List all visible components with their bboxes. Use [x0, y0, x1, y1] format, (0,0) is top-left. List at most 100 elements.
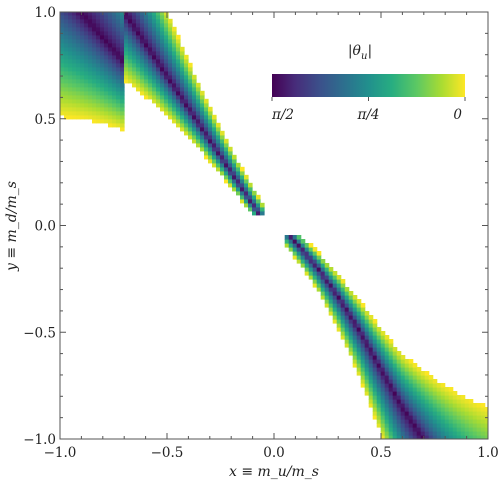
heat-cell: [332, 307, 338, 312]
heat-cell: [320, 267, 326, 272]
heat-cell: [320, 287, 326, 292]
heat-cell: [308, 267, 314, 272]
heat-cell: [96, 34, 101, 40]
heat-cell: [308, 247, 314, 252]
heat-cell: [68, 62, 73, 68]
heat-cell: [236, 170, 241, 176]
heat-cell: [372, 351, 378, 356]
heat-cell: [392, 415, 398, 420]
heat-cell: [328, 311, 334, 316]
heat-cell: [196, 102, 201, 108]
heat-cell: [452, 419, 458, 424]
heat-cell: [380, 375, 386, 380]
heat-cell: [452, 431, 458, 436]
heat-cell: [148, 22, 153, 28]
heat-cell: [384, 403, 390, 408]
heat-cell: [84, 102, 89, 108]
heat-cell: [360, 375, 366, 380]
heat-cell: [240, 182, 245, 188]
heat-cell: [84, 46, 89, 52]
heat-cell: [240, 186, 245, 192]
heat-cell: [136, 14, 141, 20]
heat-cell: [396, 395, 402, 400]
heat-cell: [476, 423, 482, 428]
heat-cell: [384, 343, 390, 348]
heat-cell: [332, 287, 338, 292]
heat-cell: [372, 331, 378, 336]
heat-cell: [304, 243, 310, 248]
heat-cell: [160, 42, 165, 48]
heat-cell: [444, 387, 450, 392]
heat-cell: [88, 26, 93, 32]
heat-cell: [336, 323, 342, 328]
heat-cell: [108, 38, 113, 44]
heat-cell: [112, 70, 117, 76]
heat-cell: [104, 66, 109, 72]
heat-cell: [412, 407, 418, 412]
heat-cell: [400, 423, 406, 428]
heat-cell: [104, 34, 109, 40]
heat-cell: [136, 58, 141, 64]
heat-cell: [292, 255, 298, 260]
heat-cell: [392, 395, 398, 400]
heat-cell: [172, 110, 177, 116]
heat-cell: [352, 295, 358, 300]
heat-cell: [76, 74, 81, 80]
heat-cell: [348, 347, 354, 352]
heat-cell: [316, 255, 322, 260]
heat-cell: [92, 18, 97, 24]
heat-cell: [432, 431, 438, 436]
heat-cell: [80, 26, 85, 32]
region-lower-right: [284, 235, 488, 439]
heat-cell: [72, 42, 77, 48]
heat-cell: [380, 399, 386, 404]
heat-cell: [152, 22, 157, 28]
heat-cell: [196, 118, 201, 124]
heat-cell: [92, 50, 97, 56]
heat-cell: [188, 82, 193, 88]
heat-cell: [108, 122, 113, 128]
heat-cell: [340, 279, 346, 284]
heat-cell: [108, 14, 113, 20]
heat-cell: [100, 38, 105, 44]
heat-cell: [152, 38, 157, 44]
heat-cell: [352, 307, 358, 312]
heat-cell: [344, 299, 350, 304]
heat-cell: [208, 110, 213, 116]
heat-cell: [336, 299, 342, 304]
heat-cell: [148, 62, 153, 68]
heat-cell: [100, 18, 105, 24]
heat-cell: [140, 54, 145, 60]
heat-cell: [184, 78, 189, 84]
heat-cell: [316, 275, 322, 280]
heat-cell: [120, 66, 125, 72]
heat-cell: [112, 12, 117, 16]
heat-cell: [92, 34, 97, 40]
heat-cell: [292, 251, 298, 256]
heat-cell: [396, 379, 402, 384]
heat-cell: [388, 419, 394, 424]
heat-cell: [444, 395, 450, 400]
heat-cell: [160, 54, 165, 60]
heat-cell: [76, 14, 81, 20]
heat-cell: [288, 235, 294, 240]
heat-cell: [100, 74, 105, 80]
heat-cell: [220, 142, 225, 148]
heat-cell: [80, 90, 85, 96]
heat-cell: [348, 311, 354, 316]
heat-cell: [144, 86, 149, 92]
heat-cell: [400, 419, 406, 424]
heat-cell: [196, 106, 201, 112]
heat-cell: [124, 74, 129, 80]
heat-cell: [116, 58, 121, 64]
heat-cell: [208, 142, 213, 148]
heat-cell: [148, 94, 153, 100]
heat-cell: [104, 30, 109, 36]
heat-cell: [128, 50, 133, 56]
heat-cell: [244, 178, 249, 184]
heat-cell: [128, 58, 133, 64]
heat-cell: [64, 42, 69, 48]
heat-cell: [316, 283, 322, 288]
heat-cell: [128, 54, 133, 60]
heat-cell: [172, 114, 177, 120]
